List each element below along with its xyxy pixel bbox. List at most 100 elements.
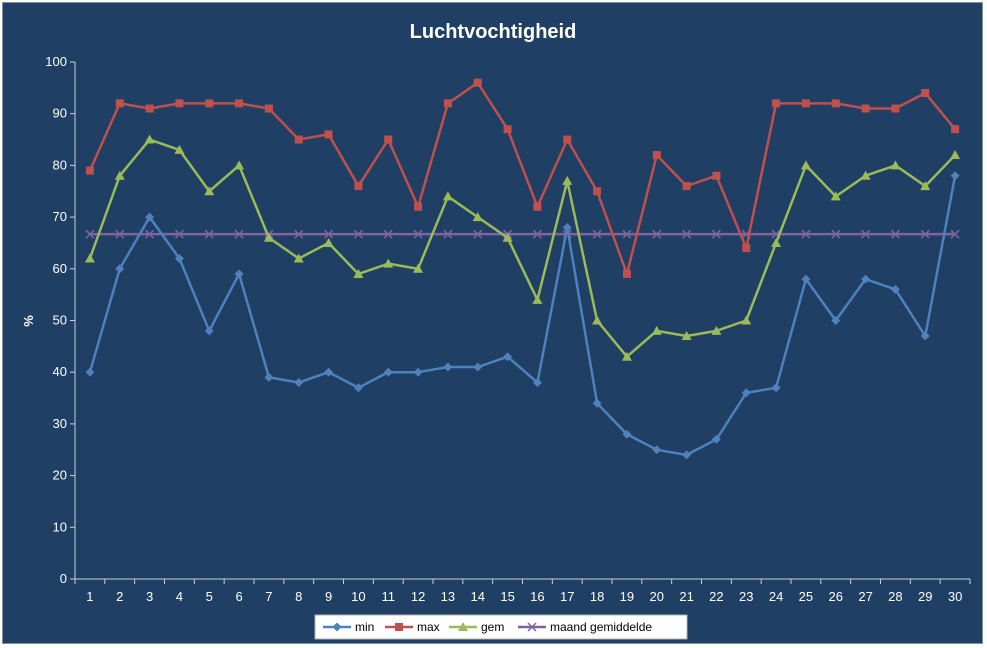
marker-stroke [592, 229, 602, 239]
x-tick-label: 16 [530, 589, 544, 604]
legend-item-min: min [323, 620, 374, 634]
marker-stroke [950, 229, 960, 239]
data-point-gem [651, 325, 662, 335]
data-point-min [115, 264, 125, 274]
data-point-gem [234, 160, 245, 170]
data-point-gem [502, 232, 513, 242]
data-point-max [264, 104, 273, 113]
x-tick-label: 11 [382, 589, 396, 604]
y-tick-label: 40 [53, 364, 67, 379]
data-point-gem [472, 212, 483, 222]
marker-stroke [711, 229, 721, 239]
data-point-max [145, 104, 154, 113]
data-point-min [920, 331, 930, 341]
data-point-min [353, 383, 363, 393]
data-point-maand-gemiddelde [115, 229, 125, 239]
marker-stroke [413, 229, 423, 239]
x-tick-label: 21 [679, 589, 693, 604]
data-point-max [414, 202, 423, 211]
y-tick-label: 80 [53, 157, 67, 172]
x-tick-label: 15 [500, 589, 514, 604]
x-tick-label: 4 [176, 589, 183, 604]
marker-stroke [890, 229, 900, 239]
legend-label: min [355, 620, 374, 634]
data-point-maand-gemiddelde [682, 229, 692, 239]
data-point-maand-gemiddelde [85, 229, 95, 239]
data-point-gem [711, 325, 722, 335]
data-point-gem [532, 294, 543, 304]
x-tick-label: 6 [235, 589, 242, 604]
data-point-maand-gemiddelde [861, 229, 871, 239]
data-point-max [443, 99, 452, 108]
data-point-max [712, 171, 721, 180]
series-gem [84, 134, 961, 361]
data-point-max [682, 182, 691, 191]
data-point-min [234, 269, 244, 279]
legend-label: gem [481, 620, 504, 634]
marker-stroke [652, 229, 662, 239]
marker-stroke [532, 229, 542, 239]
marker-stroke [174, 229, 184, 239]
data-point-gem [323, 237, 334, 247]
data-point-min [324, 367, 334, 377]
data-point-min [204, 326, 214, 336]
data-point-maand-gemiddelde [890, 229, 900, 239]
legend-box [314, 614, 688, 640]
data-point-max [324, 130, 333, 139]
data-point-max [563, 135, 572, 144]
legend-label: max [417, 620, 440, 634]
y-tick-label: 100 [45, 54, 67, 69]
x-tick-label: 20 [650, 589, 664, 604]
y-tick-label: 60 [53, 261, 67, 276]
data-point-min [503, 352, 513, 362]
data-point-maand-gemiddelde [801, 229, 811, 239]
legend-swatch-marker [458, 622, 468, 631]
data-point-gem [890, 160, 901, 170]
marker-stroke [324, 229, 334, 239]
series-max [85, 78, 960, 278]
data-point-min [264, 372, 274, 382]
y-tick-label: 70 [53, 209, 67, 224]
x-tick-label: 17 [560, 589, 574, 604]
data-point-gem [174, 144, 185, 154]
data-point-max [235, 99, 244, 108]
x-tick-label: 14 [471, 589, 485, 604]
data-point-min [592, 398, 602, 408]
legend-swatch-marker [395, 623, 403, 631]
marker-stroke [771, 229, 781, 239]
marker-stroke [353, 229, 363, 239]
data-point-gem [592, 315, 603, 325]
legend-item-maand-gemiddelde: maand gemiddelde [518, 620, 652, 634]
x-tick-label: 22 [709, 589, 723, 604]
data-point-max [652, 151, 661, 160]
data-point-max [503, 125, 512, 134]
data-point-min [294, 378, 304, 388]
marker-stroke [473, 229, 483, 239]
data-point-min [532, 378, 542, 388]
marker-stroke [443, 229, 453, 239]
humidity-line-chart: Luchtvochtigheid % 0 10 20 30 40 50 60 70 80 90 10… [21, 21, 971, 640]
data-point-maand-gemiddelde [413, 229, 423, 239]
data-point-max [951, 125, 960, 134]
x-tick-label: 8 [295, 589, 302, 604]
x-axis-ticks: 1 2 3 4 5 6 7 8 9 10 11 12 13 14 15 16 17 18 19 20 21 22 23 24 2… [74, 579, 971, 604]
y-tick-label: 30 [53, 416, 67, 431]
data-point-max [473, 78, 482, 87]
chart-title: Luchtvochtigheid [410, 21, 577, 43]
data-point-gem [353, 268, 364, 278]
marker-stroke [527, 622, 537, 632]
data-point-max [205, 99, 214, 108]
data-point-max [294, 135, 303, 144]
data-point-gem [263, 232, 274, 242]
marker-stroke [801, 229, 811, 239]
marker-stroke [85, 229, 95, 239]
data-point-maand-gemiddelde [234, 229, 244, 239]
data-point-max [742, 244, 751, 253]
x-tick-label: 25 [799, 589, 813, 604]
data-point-gem [114, 170, 125, 180]
data-point-max [384, 135, 393, 144]
data-point-max [175, 99, 184, 108]
x-tick-label: 12 [411, 589, 425, 604]
y-tick-label: 50 [53, 313, 67, 328]
data-point-max [115, 99, 124, 108]
